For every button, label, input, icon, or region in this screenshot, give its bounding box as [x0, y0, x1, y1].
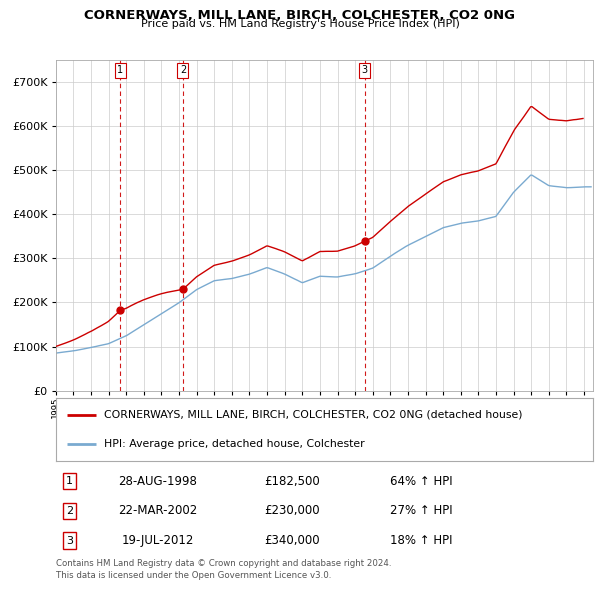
- Text: 2: 2: [180, 65, 186, 75]
- Text: Contains HM Land Registry data © Crown copyright and database right 2024.: Contains HM Land Registry data © Crown c…: [56, 559, 391, 568]
- Text: £182,500: £182,500: [264, 475, 320, 488]
- Text: 22-MAR-2002: 22-MAR-2002: [118, 504, 197, 517]
- Text: 64% ↑ HPI: 64% ↑ HPI: [389, 475, 452, 488]
- Text: £230,000: £230,000: [264, 504, 320, 517]
- Text: CORNERWAYS, MILL LANE, BIRCH, COLCHESTER, CO2 0NG (detached house): CORNERWAYS, MILL LANE, BIRCH, COLCHESTER…: [104, 410, 523, 420]
- Text: 27% ↑ HPI: 27% ↑ HPI: [389, 504, 452, 517]
- Text: 18% ↑ HPI: 18% ↑ HPI: [390, 534, 452, 547]
- Text: 2: 2: [65, 506, 73, 516]
- Text: 3: 3: [66, 536, 73, 546]
- Text: 1: 1: [117, 65, 123, 75]
- Text: This data is licensed under the Open Government Licence v3.0.: This data is licensed under the Open Gov…: [56, 571, 331, 579]
- Text: £340,000: £340,000: [264, 534, 320, 547]
- Text: HPI: Average price, detached house, Colchester: HPI: Average price, detached house, Colc…: [104, 439, 365, 449]
- Text: 1: 1: [66, 476, 73, 486]
- Text: CORNERWAYS, MILL LANE, BIRCH, COLCHESTER, CO2 0NG: CORNERWAYS, MILL LANE, BIRCH, COLCHESTER…: [85, 9, 515, 22]
- Text: 3: 3: [362, 65, 368, 75]
- Text: Price paid vs. HM Land Registry's House Price Index (HPI): Price paid vs. HM Land Registry's House …: [140, 19, 460, 30]
- Text: 19-JUL-2012: 19-JUL-2012: [122, 534, 194, 547]
- Text: 28-AUG-1998: 28-AUG-1998: [118, 475, 197, 488]
